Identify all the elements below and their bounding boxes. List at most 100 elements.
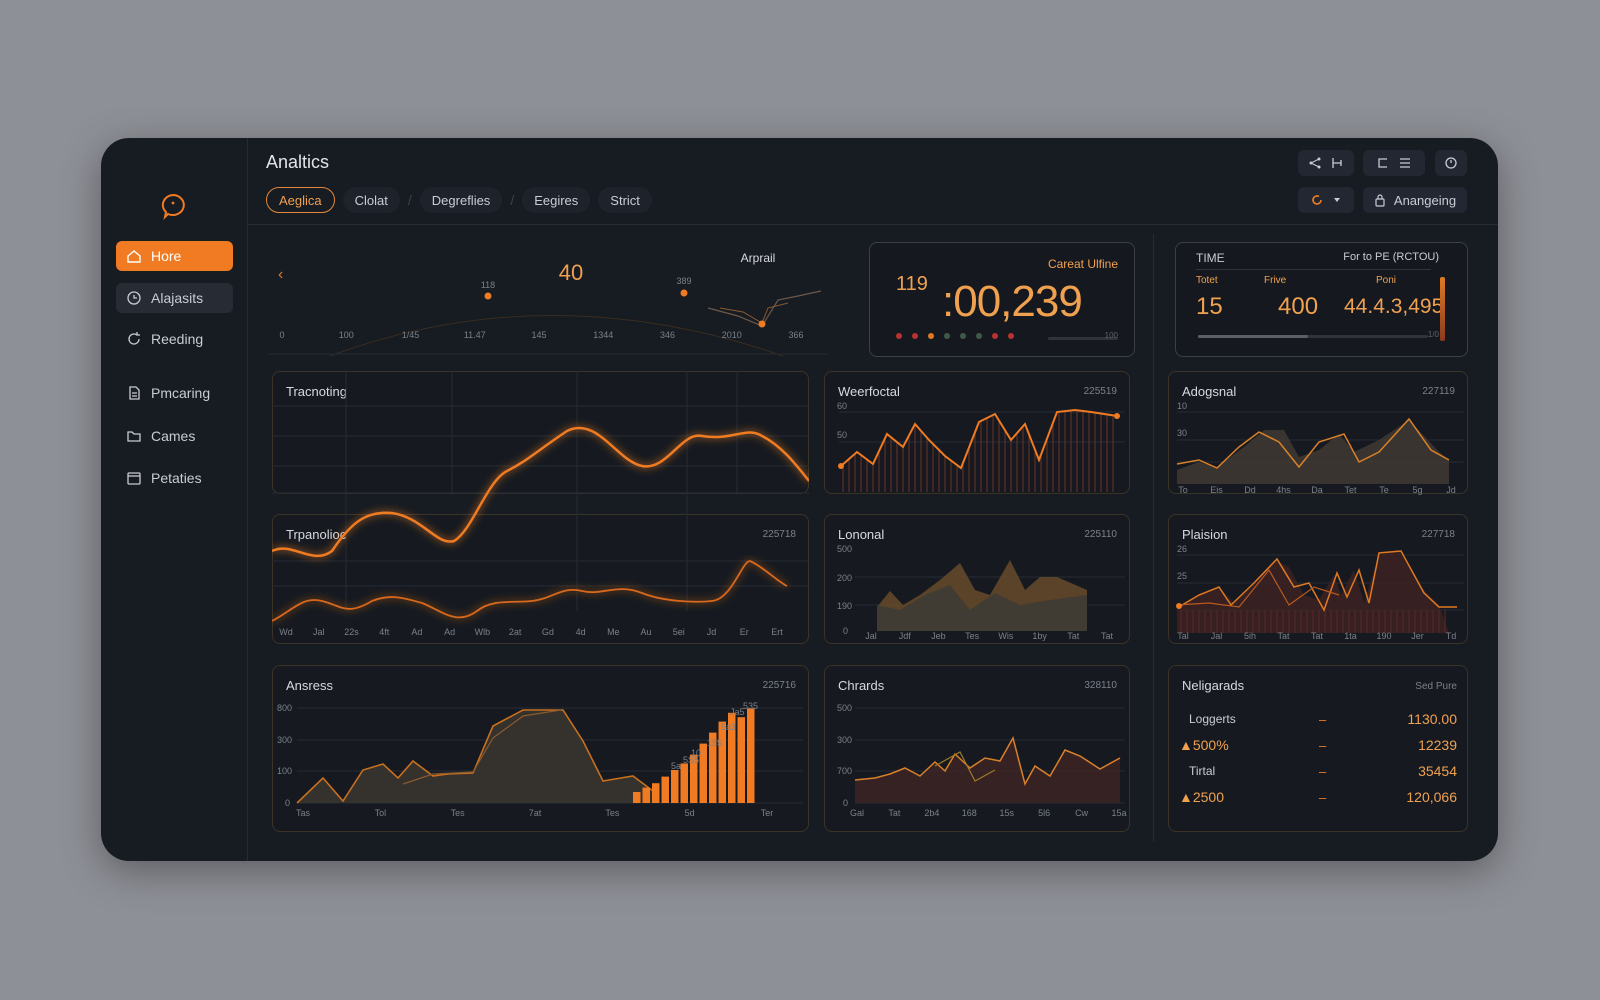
point-label: 118: [481, 280, 495, 290]
x-tick-label: Tet: [1344, 485, 1357, 495]
panel-title: Chrards: [838, 678, 885, 693]
x-tick-label: Wd: [279, 627, 293, 637]
status-dot: [960, 333, 966, 339]
x-tick-label: 190: [1376, 631, 1391, 641]
kpi-big-value: :00,239: [942, 277, 1083, 326]
bar: [737, 717, 745, 803]
glow-series-line: [272, 426, 809, 558]
x-tick-label: Gd: [542, 627, 554, 637]
sidebar-item-home[interactable]: Hore: [116, 241, 233, 271]
x-tick-label: Jdf: [899, 631, 912, 641]
tab-degreflies[interactable]: Degreflies: [419, 187, 503, 213]
x-tick-label: Me: [607, 627, 620, 637]
sidebar-item-cames[interactable]: Cames: [116, 421, 233, 451]
point-marker: [1176, 603, 1182, 609]
bar: [633, 792, 641, 803]
row-label: Tirtal: [1189, 764, 1216, 778]
area-fill: [1177, 420, 1449, 484]
bar-label: 535: [743, 701, 758, 711]
sidebar-item-alajasits[interactable]: Alajasits: [116, 283, 233, 313]
bar-label: 10: [691, 748, 701, 758]
bar-label: 5S5: [683, 755, 699, 765]
status-dot: [992, 333, 998, 339]
secondary-series-line: [402, 709, 562, 785]
bar: [728, 712, 736, 803]
refresh-dropdown-button[interactable]: [1298, 187, 1354, 213]
timer-button[interactable]: [1435, 150, 1467, 176]
x-tick-label: 5d: [685, 808, 695, 818]
y-tick-label: 0: [843, 626, 848, 636]
chat-logo-icon: [161, 193, 185, 220]
x-tick-label: 7at: [529, 808, 542, 818]
panel-title: Weerfoctal: [838, 384, 900, 399]
x-tick-label: Wis: [998, 631, 1013, 641]
folder-icon: [127, 431, 141, 442]
x-tick-label: 1by: [1032, 631, 1047, 641]
panel-code: 225716: [762, 680, 796, 691]
bracket-icon: [1378, 158, 1387, 168]
tab-separator: /: [407, 192, 412, 208]
arrange-dropdown[interactable]: Anangeing: [1363, 187, 1467, 213]
neligarads-table: Loggerts – 1130.00 ▲500% – 12239 Tirtal – 35454 ▲…: [1179, 706, 1457, 810]
tab-aeglica[interactable]: Aeglica: [266, 187, 335, 213]
tab-clolat[interactable]: Clolat: [342, 187, 400, 213]
sidebar-item-petaties[interactable]: Petaties: [116, 463, 233, 493]
share-button[interactable]: [1298, 150, 1354, 176]
tab-eegires[interactable]: Eegires: [522, 187, 591, 213]
x-tick-label: Te: [1379, 485, 1389, 495]
x-tick-label: To: [1178, 485, 1188, 495]
sidebar-item-label: Reeding: [151, 331, 204, 347]
x-tick-label: Jd: [707, 627, 717, 637]
bar: [642, 787, 650, 803]
panel-code: 225110: [1084, 529, 1117, 540]
x-tick-label: Tal: [1177, 631, 1189, 641]
page-title: Analtics: [266, 152, 330, 172]
stat-value: 44.4.3,495: [1344, 295, 1444, 318]
area-fill: [877, 585, 1087, 631]
y-tick-label: 0: [843, 798, 848, 808]
stat-label: Frive: [1264, 275, 1287, 286]
kpi-dots: [896, 333, 1014, 339]
sidebar-item-pmcaring[interactable]: Pmcaring: [116, 378, 233, 408]
panel-code: 227119: [1422, 386, 1455, 397]
sidebar-item-label: Petaties: [151, 470, 202, 486]
bar-label: 5a: [671, 761, 681, 771]
stat-label: Totet: [1196, 275, 1218, 286]
panel-code: 227718: [1421, 529, 1455, 540]
y-tick-label: 190: [837, 601, 852, 611]
x-tick-label: 5g: [1412, 485, 1422, 495]
bar-label: Ja5: [730, 707, 745, 717]
status-dot: [912, 333, 918, 339]
stat-label: Poni: [1376, 275, 1397, 286]
series-line: [296, 709, 654, 804]
timer-icon: [1445, 157, 1457, 169]
panel-title: Plaision: [1182, 527, 1228, 542]
layout-button[interactable]: [1363, 150, 1425, 176]
tab-separator: /: [510, 192, 515, 208]
status-dot: [976, 333, 982, 339]
x-tick-label: Jeb: [931, 631, 946, 641]
y-tick-label: 300: [277, 735, 292, 745]
x-tick-label: Jd: [1446, 485, 1456, 495]
y-tick-label: 30: [1177, 428, 1187, 438]
tab-strict[interactable]: Strict: [598, 187, 652, 213]
header-divider: [248, 224, 1498, 225]
time-card-title: TIME: [1196, 251, 1225, 265]
bar-label: 155: [707, 738, 722, 748]
clock-icon: [127, 291, 141, 305]
time-card-subtitle: For to PE (RCTOU): [1343, 251, 1439, 263]
x-tick-label: 5ih: [1244, 631, 1256, 641]
panel-trpanolioc: Trpanolioc 225718: [272, 514, 809, 644]
x-tick-label: Dd: [1244, 485, 1256, 495]
x-tick-label: 145: [531, 330, 546, 340]
series-line: [1176, 550, 1457, 612]
panel-chrards: Chrards 328110 500 300 700 0 Gal Tat 2b4 16…: [824, 665, 1130, 832]
point-marker: [758, 320, 766, 328]
sidebar: Hore Alajasits Reeding Pmcaring Cames Pe…: [101, 138, 248, 861]
row-label: Loggerts: [1189, 712, 1236, 726]
bar: [671, 770, 679, 803]
point-marker: [838, 463, 844, 469]
series-line: [840, 408, 1118, 470]
x-tick-label: 11.47: [464, 330, 486, 340]
sidebar-item-reeding[interactable]: Reeding: [116, 324, 233, 354]
